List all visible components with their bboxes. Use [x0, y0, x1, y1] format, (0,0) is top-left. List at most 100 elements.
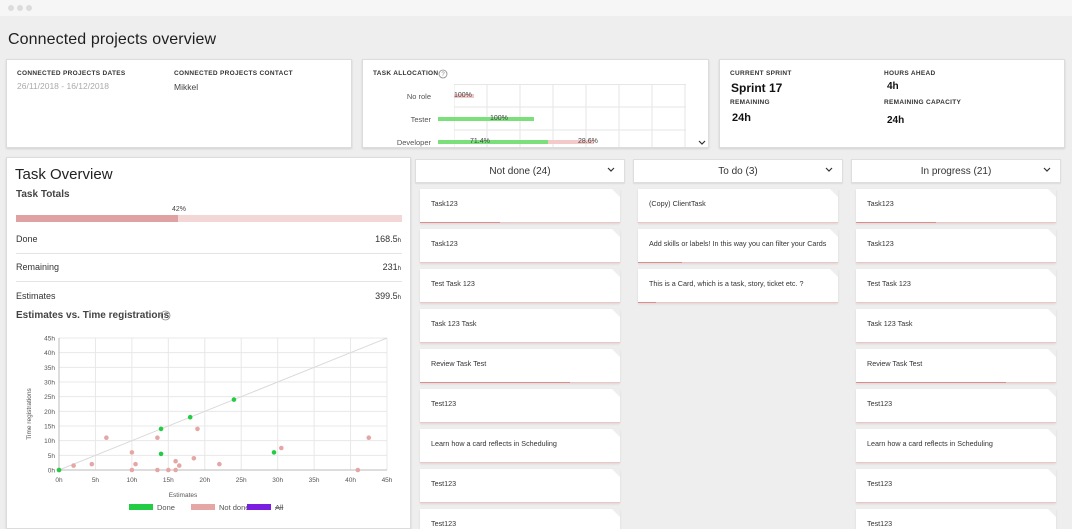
- task-card[interactable]: Task123: [420, 229, 620, 263]
- task-card[interactable]: Test123: [420, 389, 620, 423]
- x-tick-label: 40h: [345, 477, 356, 484]
- task-card[interactable]: Test Task 123: [420, 269, 620, 303]
- data-point-not-done: [71, 463, 76, 468]
- allocation-bar-done: [438, 140, 548, 144]
- data-point-not-done: [133, 461, 138, 467]
- done-value: 168.5h: [375, 234, 401, 244]
- estimates-label: Estimates: [16, 291, 56, 301]
- card-corner-fold: [1048, 309, 1056, 317]
- task-card[interactable]: Test123: [856, 469, 1056, 503]
- card-corner-fold: [612, 229, 620, 237]
- data-point-done: [158, 426, 164, 432]
- data-point-not-done: [366, 435, 372, 441]
- task-card[interactable]: Test123: [856, 509, 1056, 529]
- chevron-down-icon[interactable]: [607, 166, 615, 174]
- chevron-down-icon[interactable]: [825, 166, 833, 174]
- task-card[interactable]: Review Task Test: [420, 349, 620, 383]
- data-point-not-done: [176, 463, 182, 468]
- window-minimize-dot[interactable]: [17, 5, 23, 11]
- card-corner-fold: [612, 349, 620, 357]
- data-point-not-done: [155, 467, 160, 473]
- question-circle-icon[interactable]: ?: [160, 310, 171, 321]
- data-point-done: [56, 467, 62, 473]
- task-card-name: This is a Card, which is a task, story, …: [649, 279, 804, 288]
- done-label: Done: [16, 234, 38, 244]
- card-progress-track: [856, 262, 1056, 263]
- x-tick-label: 35h: [309, 477, 320, 484]
- task-card[interactable]: Add skills or labels! In this way you ca…: [638, 229, 838, 263]
- column-header[interactable]: In progress (21): [851, 159, 1061, 183]
- task-card[interactable]: Review Task Test: [856, 349, 1056, 383]
- y-axis-label: Time registrations: [26, 388, 33, 440]
- allocation-bar-not-done: [548, 140, 594, 144]
- task-card[interactable]: Learn how a card reflects in Scheduling: [856, 429, 1056, 463]
- window-maximize-dot[interactable]: [26, 5, 32, 11]
- column-title: Not done (24): [489, 166, 551, 177]
- chevron-down-icon[interactable]: [698, 140, 706, 146]
- task-card[interactable]: Task 123 Task: [856, 309, 1056, 343]
- chevron-down-icon[interactable]: [1043, 166, 1051, 174]
- svg-text:?: ?: [441, 72, 445, 78]
- x-tick-label: 20h: [199, 477, 210, 484]
- task-card[interactable]: Test Task 123: [856, 269, 1056, 303]
- task-card[interactable]: Test123: [420, 509, 620, 529]
- y-tick-label: 10h: [44, 438, 55, 445]
- x-tick-label: 10h: [126, 477, 137, 484]
- estimates-value: 399.5h: [375, 291, 401, 301]
- remaining-capacity-value: 24h: [887, 115, 905, 126]
- card-progress-track: [856, 302, 1056, 303]
- page-title: Connected projects overview: [8, 31, 217, 48]
- task-card[interactable]: Learn how a card reflects in Scheduling: [420, 429, 620, 463]
- connected-projects-dates-label: CONNECTED PROJECTS DATES: [17, 70, 126, 77]
- x-axis-label: Estimates: [169, 492, 198, 499]
- task-card-name: Test Task 123: [431, 279, 475, 288]
- card-progress-track: [420, 502, 620, 503]
- data-point-not-done: [129, 467, 135, 473]
- card-progress-track: [420, 262, 620, 263]
- task-overview-title: Task Overview: [15, 166, 113, 183]
- task-card[interactable]: This is a Card, which is a task, story, …: [638, 269, 838, 303]
- task-card[interactable]: Test123: [856, 389, 1056, 423]
- question-circle-icon[interactable]: ?: [438, 69, 448, 79]
- card-progress-fill: [638, 301, 656, 303]
- window-titlebar: [0, 0, 1072, 16]
- data-point-not-done: [195, 426, 200, 432]
- remaining-capacity-label: REMAINING CAPACITY: [884, 99, 962, 106]
- card-corner-fold: [1048, 509, 1056, 517]
- card-corner-fold: [612, 309, 620, 317]
- task-card[interactable]: Task123: [856, 189, 1056, 223]
- card-progress-track: [420, 422, 620, 423]
- data-point-not-done: [173, 458, 178, 464]
- card-corner-fold: [1048, 229, 1056, 237]
- y-tick-label: 20h: [44, 409, 55, 416]
- task-card[interactable]: Task123: [856, 229, 1056, 263]
- task-card[interactable]: Task 123 Task: [420, 309, 620, 343]
- card-progress-fill: [638, 261, 682, 263]
- x-tick-label: 25h: [236, 477, 247, 484]
- card-corner-fold: [612, 269, 620, 277]
- task-card-name: Task123: [867, 199, 894, 208]
- window-close-dot[interactable]: [8, 5, 14, 11]
- column-header[interactable]: To do (3): [633, 159, 843, 183]
- y-tick-label: 25h: [44, 394, 55, 401]
- legend-swatch: [129, 504, 153, 510]
- task-card-name: Task 123 Task: [867, 319, 913, 328]
- task-card[interactable]: (Copy) ClientTask: [638, 189, 838, 223]
- card-corner-fold: [1048, 269, 1056, 277]
- card-corner-fold: [830, 269, 838, 277]
- legend-label: All: [275, 503, 284, 512]
- card-progress-track: [420, 342, 620, 343]
- task-totals-label: Task Totals: [16, 189, 70, 200]
- task-card-name: (Copy) ClientTask: [649, 199, 706, 208]
- legend-label: Not done: [219, 503, 249, 512]
- task-card[interactable]: Task123: [420, 189, 620, 223]
- card-corner-fold: [1048, 389, 1056, 397]
- data-point-not-done: [129, 450, 135, 455]
- card-progress-track: [856, 502, 1056, 503]
- card-corner-fold: [612, 189, 620, 197]
- card-progress-track: [420, 302, 620, 303]
- hours-ahead-label: HOURS AHEAD: [884, 70, 936, 77]
- task-card[interactable]: Test123: [420, 469, 620, 503]
- sprint-card: CURRENT SPRINT Sprint 17 HOURS AHEAD 4h …: [719, 59, 1065, 148]
- column-header[interactable]: Not done (24): [415, 159, 625, 183]
